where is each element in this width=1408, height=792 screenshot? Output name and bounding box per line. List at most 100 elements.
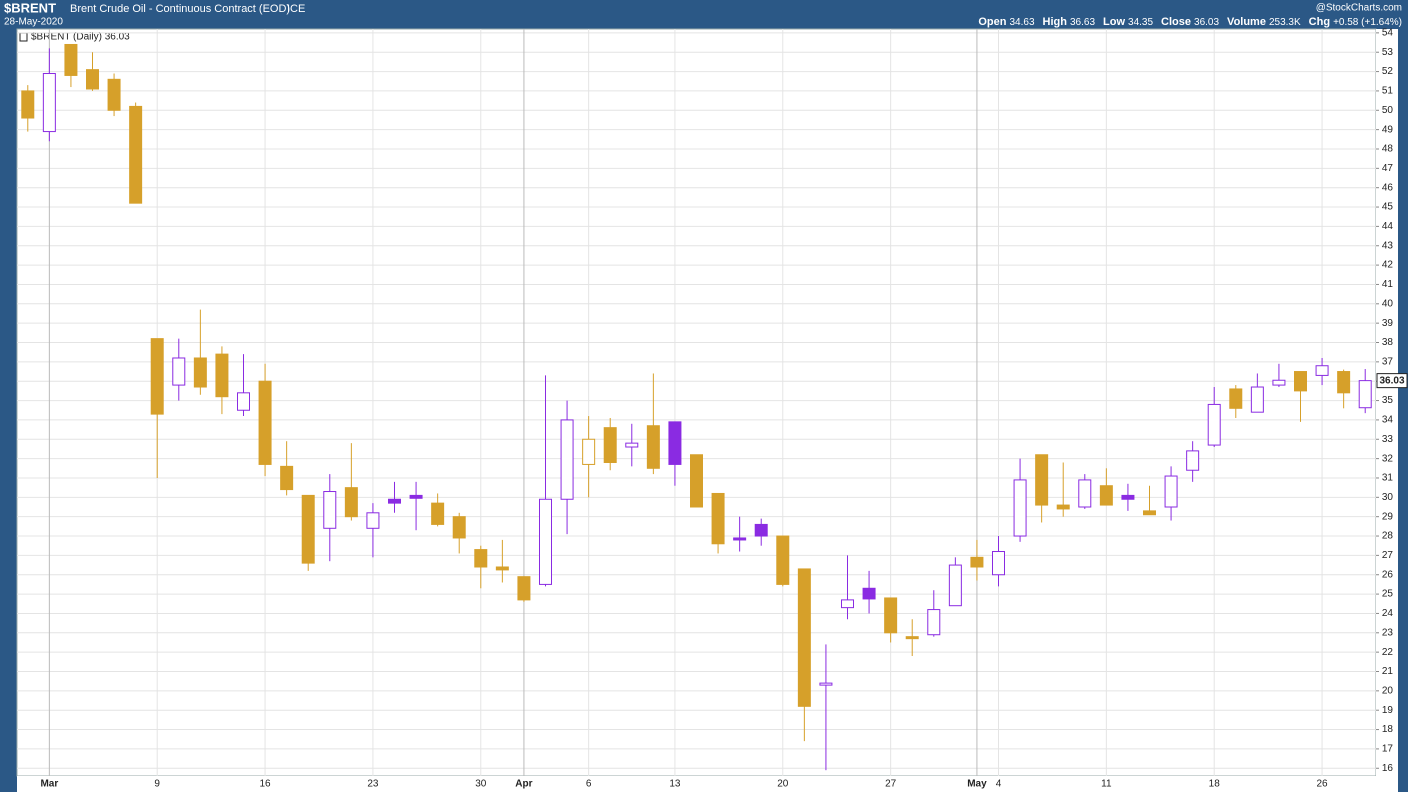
y-tick-label: 27 — [1382, 550, 1394, 561]
x-tick-label: 18 — [1209, 779, 1221, 790]
candle-body — [366, 512, 380, 529]
candle-body — [1099, 485, 1113, 506]
candle-body — [884, 597, 898, 634]
y-tick-label: 22 — [1382, 647, 1394, 658]
y-tick-label: 29 — [1382, 511, 1394, 522]
candle-body — [1186, 450, 1200, 471]
x-tick-label: 4 — [996, 779, 1002, 790]
candle-body — [280, 465, 294, 491]
candle-body — [172, 357, 186, 386]
candle-body — [797, 568, 811, 707]
y-tick-label: 18 — [1382, 724, 1394, 735]
stat-value: 34.63 — [1010, 17, 1035, 28]
y-tick-label: 42 — [1382, 260, 1394, 271]
candle-body — [582, 438, 596, 465]
candle-body — [776, 535, 790, 585]
legend-icon — [19, 32, 28, 42]
candle-body — [862, 587, 876, 600]
candle-body — [711, 492, 725, 545]
candle-body — [301, 494, 315, 564]
y-tick-label: 28 — [1382, 531, 1394, 542]
candle-body — [215, 353, 229, 398]
stat-value: 36.63 — [1070, 17, 1095, 28]
stat-label: Volume — [1227, 16, 1266, 28]
x-tick-label: Mar — [40, 779, 58, 790]
y-tick-label: 54 — [1382, 28, 1394, 39]
candle-body — [1358, 380, 1372, 409]
y-tick-label: 50 — [1382, 105, 1394, 116]
y-tick-label: 47 — [1382, 163, 1394, 174]
candle-body — [474, 549, 488, 568]
y-tick-label: 34 — [1382, 415, 1394, 426]
candle-body — [603, 427, 617, 463]
y-tick-label: 25 — [1382, 589, 1394, 600]
candle-body — [495, 566, 509, 571]
stat-label: Open — [978, 16, 1006, 28]
title: $BRENT — [4, 0, 56, 15]
watermark: @StockCharts.com — [1316, 3, 1402, 14]
stat-value: 253.3K — [1269, 17, 1301, 28]
candle-body — [237, 392, 250, 411]
candle-body — [1337, 371, 1351, 394]
candle-body — [646, 425, 660, 469]
candle-body — [452, 516, 466, 539]
candle-body — [193, 357, 207, 388]
candle-body — [733, 537, 747, 541]
candle-body — [560, 419, 574, 500]
y-tick-label: 40 — [1382, 298, 1394, 309]
candle-body — [150, 338, 164, 415]
candle-body — [1056, 504, 1070, 510]
subtitle: Brent Crude Oil - Continuous Contract (E… — [70, 3, 290, 15]
candle-body — [64, 43, 78, 76]
candle-body — [1272, 379, 1286, 386]
y-tick-label: 37 — [1382, 357, 1394, 368]
y-tick-label: 24 — [1382, 608, 1394, 619]
candle-body — [1315, 365, 1329, 376]
candle-body — [1143, 510, 1156, 516]
y-tick-label: 52 — [1382, 66, 1394, 77]
candle-body — [258, 380, 272, 465]
y-tick-label: 32 — [1382, 453, 1394, 464]
y-tick-label: 53 — [1382, 47, 1394, 58]
candle-body — [1229, 388, 1243, 409]
stat-label: Chg — [1309, 16, 1330, 28]
y-tick-label: 45 — [1382, 202, 1394, 213]
y-tick-label: 17 — [1382, 744, 1394, 755]
candle-body — [819, 682, 833, 686]
x-tick-label: 30 — [475, 779, 487, 790]
y-tick-label: 33 — [1382, 434, 1394, 445]
y-tick-label: 41 — [1382, 279, 1394, 290]
candle-body — [1035, 454, 1049, 506]
candle-body — [625, 442, 639, 448]
candle-body — [1164, 475, 1178, 508]
candle-body — [344, 487, 358, 518]
candle-body — [1250, 386, 1264, 413]
stat-value: 36.03 — [1194, 17, 1219, 28]
exchange: ICE — [287, 3, 305, 15]
candle-body — [86, 69, 99, 90]
x-tick-label: Apr — [515, 779, 532, 790]
y-tick-label: 23 — [1382, 627, 1394, 638]
stat-label: Close — [1161, 16, 1191, 28]
y-tick-label: 20 — [1382, 685, 1394, 696]
candle-body — [1207, 403, 1221, 446]
candle-body — [517, 576, 531, 601]
candle-body — [42, 73, 56, 133]
legend: $BRENT (Daily) 36.03 — [31, 32, 130, 43]
y-tick-label: 35 — [1382, 395, 1394, 406]
candle-body — [388, 498, 401, 504]
y-tick-label: 38 — [1382, 337, 1394, 348]
candle-body — [409, 494, 423, 499]
candle-body — [948, 564, 962, 607]
y-tick-label: 16 — [1382, 763, 1394, 774]
candle-body — [129, 105, 143, 204]
y-tick-label: 43 — [1382, 240, 1394, 251]
y-tick-label: 51 — [1382, 86, 1394, 97]
header-stats: Open 34.63 High 36.63 Low 34.35 Close 36.03 Volu… — [978, 16, 1402, 28]
candle-body — [970, 556, 984, 568]
x-axis-panel — [17, 776, 1398, 792]
candle-body — [21, 90, 35, 119]
y-tick-label: 44 — [1382, 221, 1394, 232]
candle-body — [841, 599, 854, 609]
